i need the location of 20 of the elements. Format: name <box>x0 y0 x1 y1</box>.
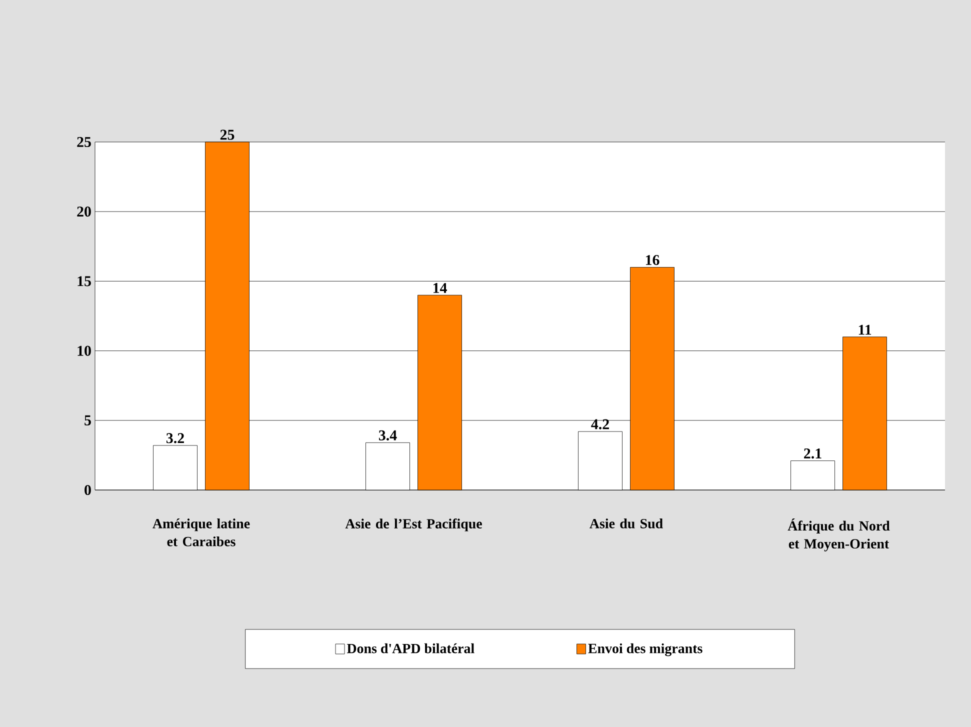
y-tick-label: 20 <box>77 206 91 217</box>
legend-label: Envoi des migrants <box>588 643 702 656</box>
data-label: 4.2 <box>591 419 609 430</box>
x-tick-label: Asie de l’Est Pacifique <box>345 518 482 532</box>
data-label: 11 <box>858 324 872 335</box>
data-label: 2.1 <box>804 448 822 459</box>
x-tick-label: Amérique latine et Caraibes <box>152 518 250 546</box>
y-tick-label: 5 <box>84 415 91 426</box>
x-tick-label: Áfrique du Nord et Moyen-Orient <box>788 518 890 552</box>
x-tick-label: Asie du Sud <box>590 518 663 528</box>
data-label: 3.2 <box>166 433 184 444</box>
legend-label: Dons d'APD bilatéral <box>346 643 474 654</box>
y-tick-label: 10 <box>78 346 91 356</box>
data-label: 14 <box>433 283 447 293</box>
data-label: 3.4 <box>378 430 397 440</box>
y-tick-label: 0 <box>84 484 91 496</box>
data-label: 25 <box>220 130 234 140</box>
y-tick-label: 25 <box>77 136 91 148</box>
y-tick-label: 15 <box>78 276 91 286</box>
data-label: 16 <box>646 255 660 266</box>
